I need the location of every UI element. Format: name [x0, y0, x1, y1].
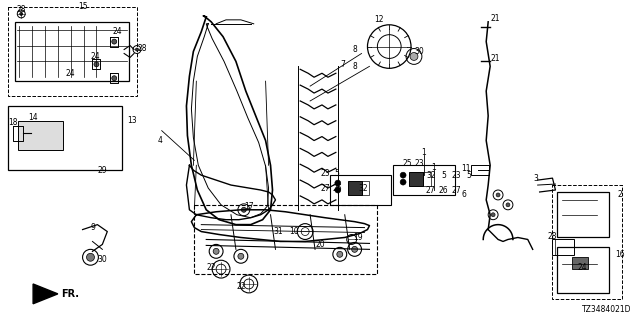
Text: 24: 24 — [113, 27, 122, 36]
Text: 1: 1 — [431, 163, 436, 172]
Text: 6: 6 — [462, 190, 467, 199]
Circle shape — [400, 179, 406, 185]
Text: 8: 8 — [352, 62, 357, 71]
Text: 21: 21 — [490, 14, 500, 23]
Text: 17: 17 — [244, 202, 253, 211]
Text: 30: 30 — [414, 47, 424, 56]
Circle shape — [238, 253, 244, 259]
Text: 3: 3 — [533, 174, 538, 183]
Text: TZ3484021D: TZ3484021D — [582, 305, 632, 314]
Text: 24: 24 — [66, 69, 76, 78]
Text: FR.: FR. — [61, 289, 79, 299]
Text: 9: 9 — [90, 223, 95, 232]
Text: 12: 12 — [374, 15, 384, 24]
Text: 28: 28 — [17, 5, 26, 14]
Bar — [472, 165, 489, 175]
Bar — [15, 22, 129, 81]
Text: 32: 32 — [426, 171, 436, 180]
Text: 27: 27 — [452, 186, 461, 195]
Text: 5: 5 — [466, 171, 471, 180]
Text: 27: 27 — [426, 186, 436, 195]
Circle shape — [112, 76, 116, 81]
Text: 32: 32 — [358, 184, 369, 193]
Bar — [557, 192, 609, 237]
Bar — [195, 205, 378, 274]
Bar — [572, 257, 588, 269]
Text: 1: 1 — [422, 148, 426, 157]
Text: 21: 21 — [490, 54, 500, 63]
Circle shape — [337, 251, 343, 257]
Text: 24: 24 — [91, 52, 100, 61]
Text: 19: 19 — [353, 233, 362, 242]
Text: 23: 23 — [414, 159, 424, 168]
Bar — [8, 7, 137, 96]
Bar — [330, 175, 391, 205]
Text: 4: 4 — [157, 136, 162, 145]
Text: 22: 22 — [236, 283, 246, 292]
Text: 11: 11 — [461, 164, 471, 173]
Bar — [552, 239, 574, 255]
Text: 23: 23 — [320, 169, 330, 178]
Text: 29: 29 — [97, 166, 107, 175]
Circle shape — [491, 213, 495, 217]
Text: 25: 25 — [403, 159, 412, 168]
Circle shape — [351, 246, 358, 252]
Text: 20: 20 — [315, 240, 325, 249]
Polygon shape — [33, 284, 58, 304]
Bar — [8, 106, 122, 170]
Text: 31: 31 — [274, 227, 284, 236]
Circle shape — [94, 62, 99, 67]
Circle shape — [506, 203, 510, 207]
Text: 23: 23 — [452, 171, 461, 180]
Circle shape — [86, 253, 95, 261]
Text: 28: 28 — [137, 44, 147, 53]
Bar — [362, 181, 369, 195]
Text: 7: 7 — [340, 60, 345, 69]
Text: 18: 18 — [8, 118, 18, 127]
Text: 22: 22 — [207, 263, 216, 272]
Circle shape — [410, 52, 418, 60]
Text: 14: 14 — [28, 113, 38, 122]
Text: 2: 2 — [618, 190, 622, 199]
Text: 10: 10 — [289, 227, 299, 236]
Bar — [409, 172, 423, 186]
Text: 13: 13 — [127, 116, 137, 125]
Circle shape — [400, 172, 406, 178]
Text: 30: 30 — [97, 255, 108, 264]
Text: 26: 26 — [332, 184, 342, 193]
Text: 5: 5 — [441, 171, 446, 180]
Circle shape — [136, 48, 138, 51]
Circle shape — [241, 207, 246, 212]
Circle shape — [20, 12, 22, 15]
Bar — [393, 165, 454, 195]
Circle shape — [496, 193, 500, 197]
Text: 24: 24 — [577, 263, 587, 272]
Bar — [557, 247, 609, 293]
Text: 28: 28 — [548, 232, 557, 241]
Text: 5: 5 — [334, 169, 339, 178]
Bar — [348, 181, 362, 195]
Text: 26: 26 — [439, 186, 449, 195]
Text: 15: 15 — [77, 3, 88, 12]
Bar — [552, 185, 621, 299]
Bar — [19, 121, 63, 150]
Text: 27: 27 — [320, 184, 330, 193]
Circle shape — [335, 180, 340, 186]
Text: 16: 16 — [615, 250, 625, 259]
Circle shape — [112, 39, 116, 44]
Circle shape — [335, 187, 340, 193]
Bar — [423, 172, 431, 186]
Text: 8: 8 — [352, 45, 357, 54]
Circle shape — [213, 248, 219, 254]
